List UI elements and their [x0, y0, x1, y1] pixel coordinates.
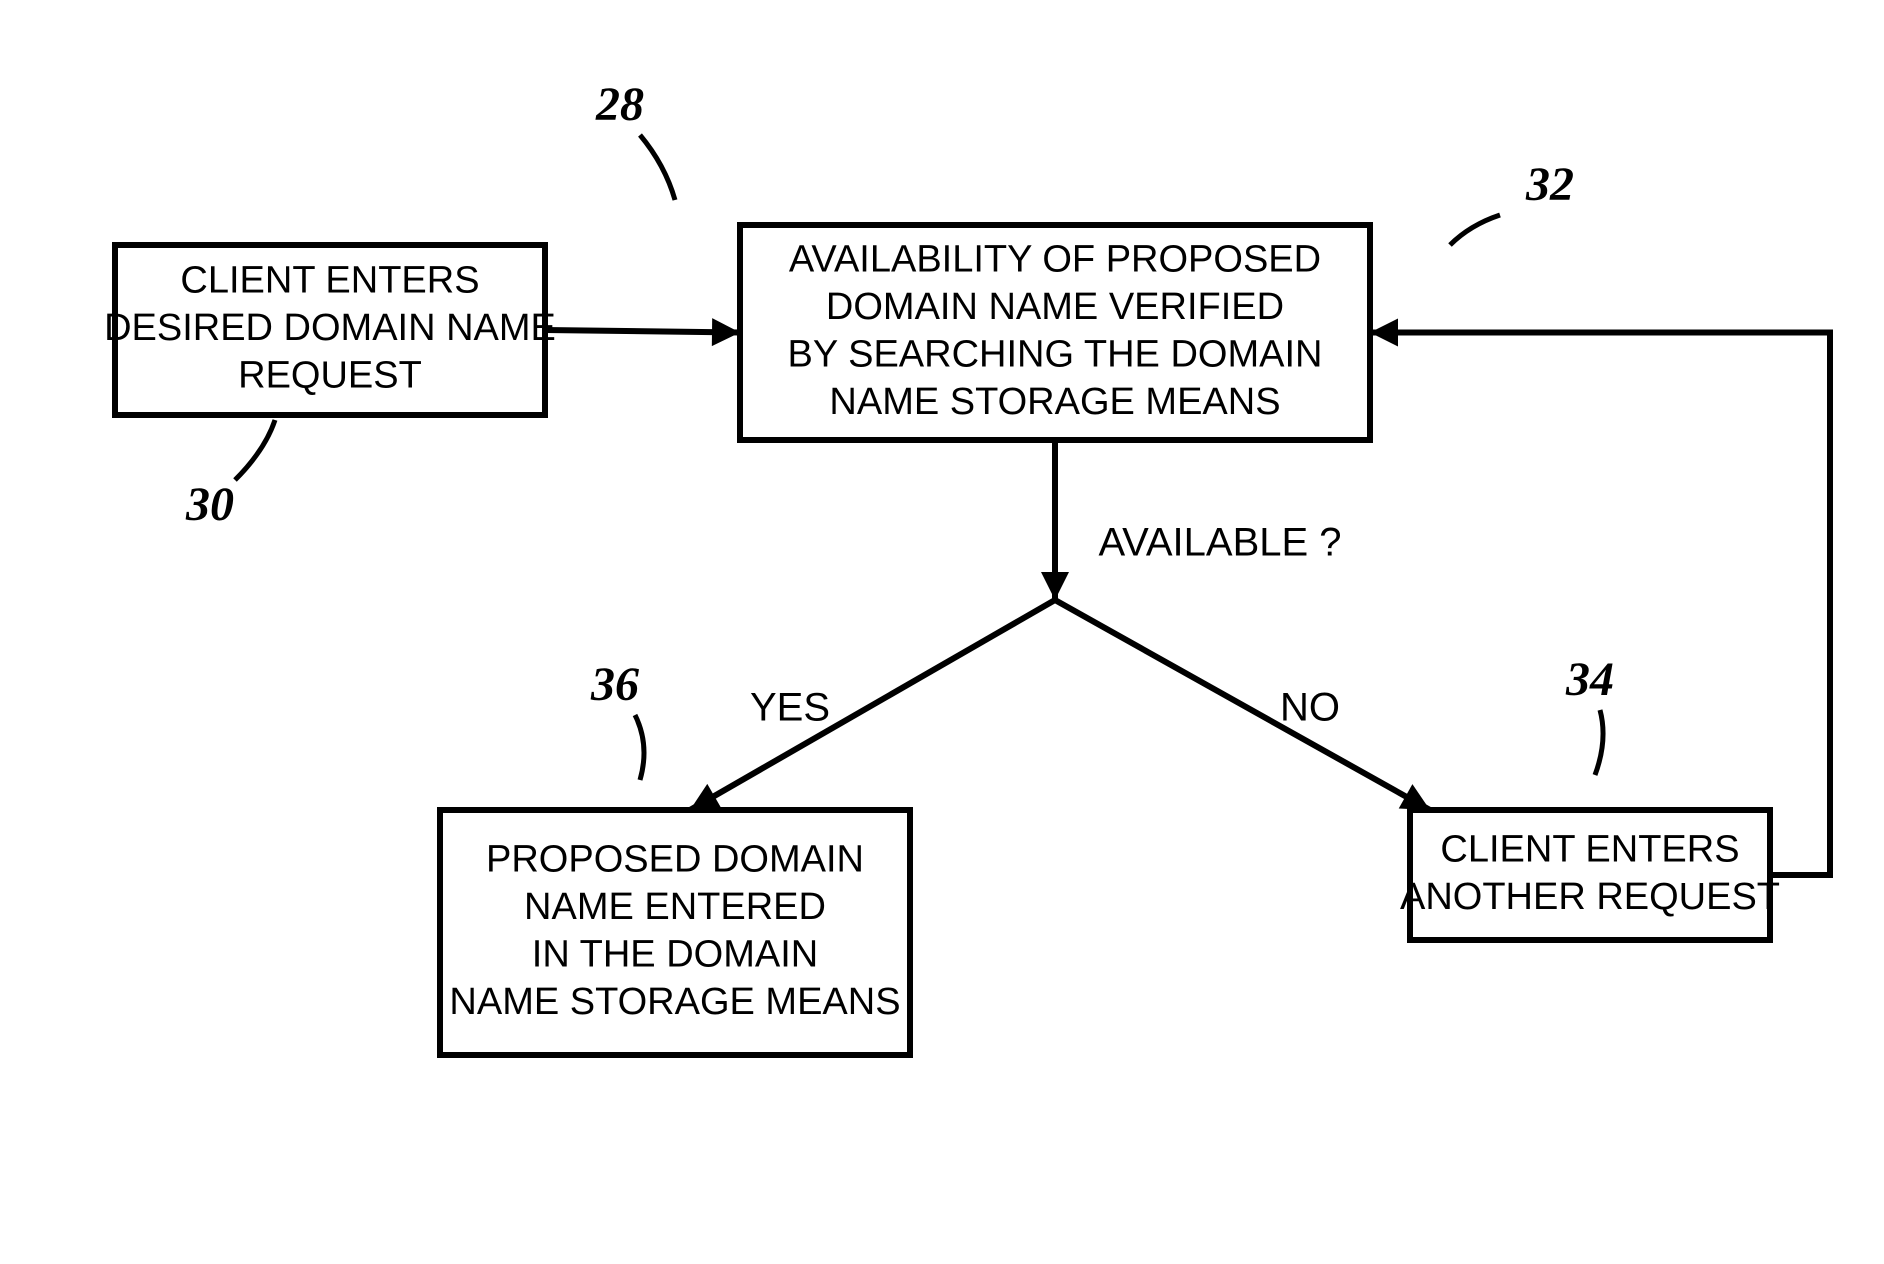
flow-node-n30-line1: DESIRED DOMAIN NAME [104, 307, 556, 349]
flow-node-n32-line0: AVAILABILITY OF PROPOSED [789, 238, 1321, 280]
edge-34-32-feedback [1370, 333, 1830, 876]
edge-30-32 [545, 330, 740, 333]
ref-label-r30: 30 [185, 478, 234, 531]
ref-tick-r34 [1595, 710, 1603, 775]
flow-node-n34-line1: ANOTHER REQUEST [1400, 876, 1780, 918]
flow-node-n36-line3: NAME STORAGE MEANS [449, 981, 900, 1023]
decision-yes-label: YES [750, 686, 830, 730]
flow-node-n32-line1: DOMAIN NAME VERIFIED [826, 286, 1284, 328]
ref-label-r34: 34 [1565, 653, 1614, 706]
ref-tick-r36 [635, 715, 644, 780]
edge-decision-yes [690, 600, 1055, 810]
decision-question: AVAILABLE ? [1098, 521, 1341, 565]
flow-node-n36-line0: PROPOSED DOMAIN [486, 838, 864, 880]
ref-tick-r32 [1450, 215, 1500, 245]
ref-tick-r28 [640, 135, 675, 200]
ref-label-r32: 32 [1525, 158, 1574, 211]
flow-node-n36-line2: IN THE DOMAIN [532, 933, 818, 975]
flow-node-n32-line2: BY SEARCHING THE DOMAIN [788, 333, 1323, 375]
ref-tick-r30 [235, 420, 275, 480]
flow-node-n36-line1: NAME ENTERED [524, 886, 826, 928]
flow-node-n30-line2: REQUEST [238, 355, 422, 397]
flow-node-n32-line3: NAME STORAGE MEANS [829, 381, 1280, 423]
decision-no-label: NO [1280, 686, 1340, 730]
flow-node-n30-line0: CLIENT ENTERS [180, 260, 479, 302]
flow-node-n34-line0: CLIENT ENTERS [1440, 828, 1739, 870]
ref-label-r28: 28 [595, 78, 644, 131]
edge-decision-no [1055, 600, 1430, 810]
ref-label-r36: 36 [590, 658, 639, 711]
